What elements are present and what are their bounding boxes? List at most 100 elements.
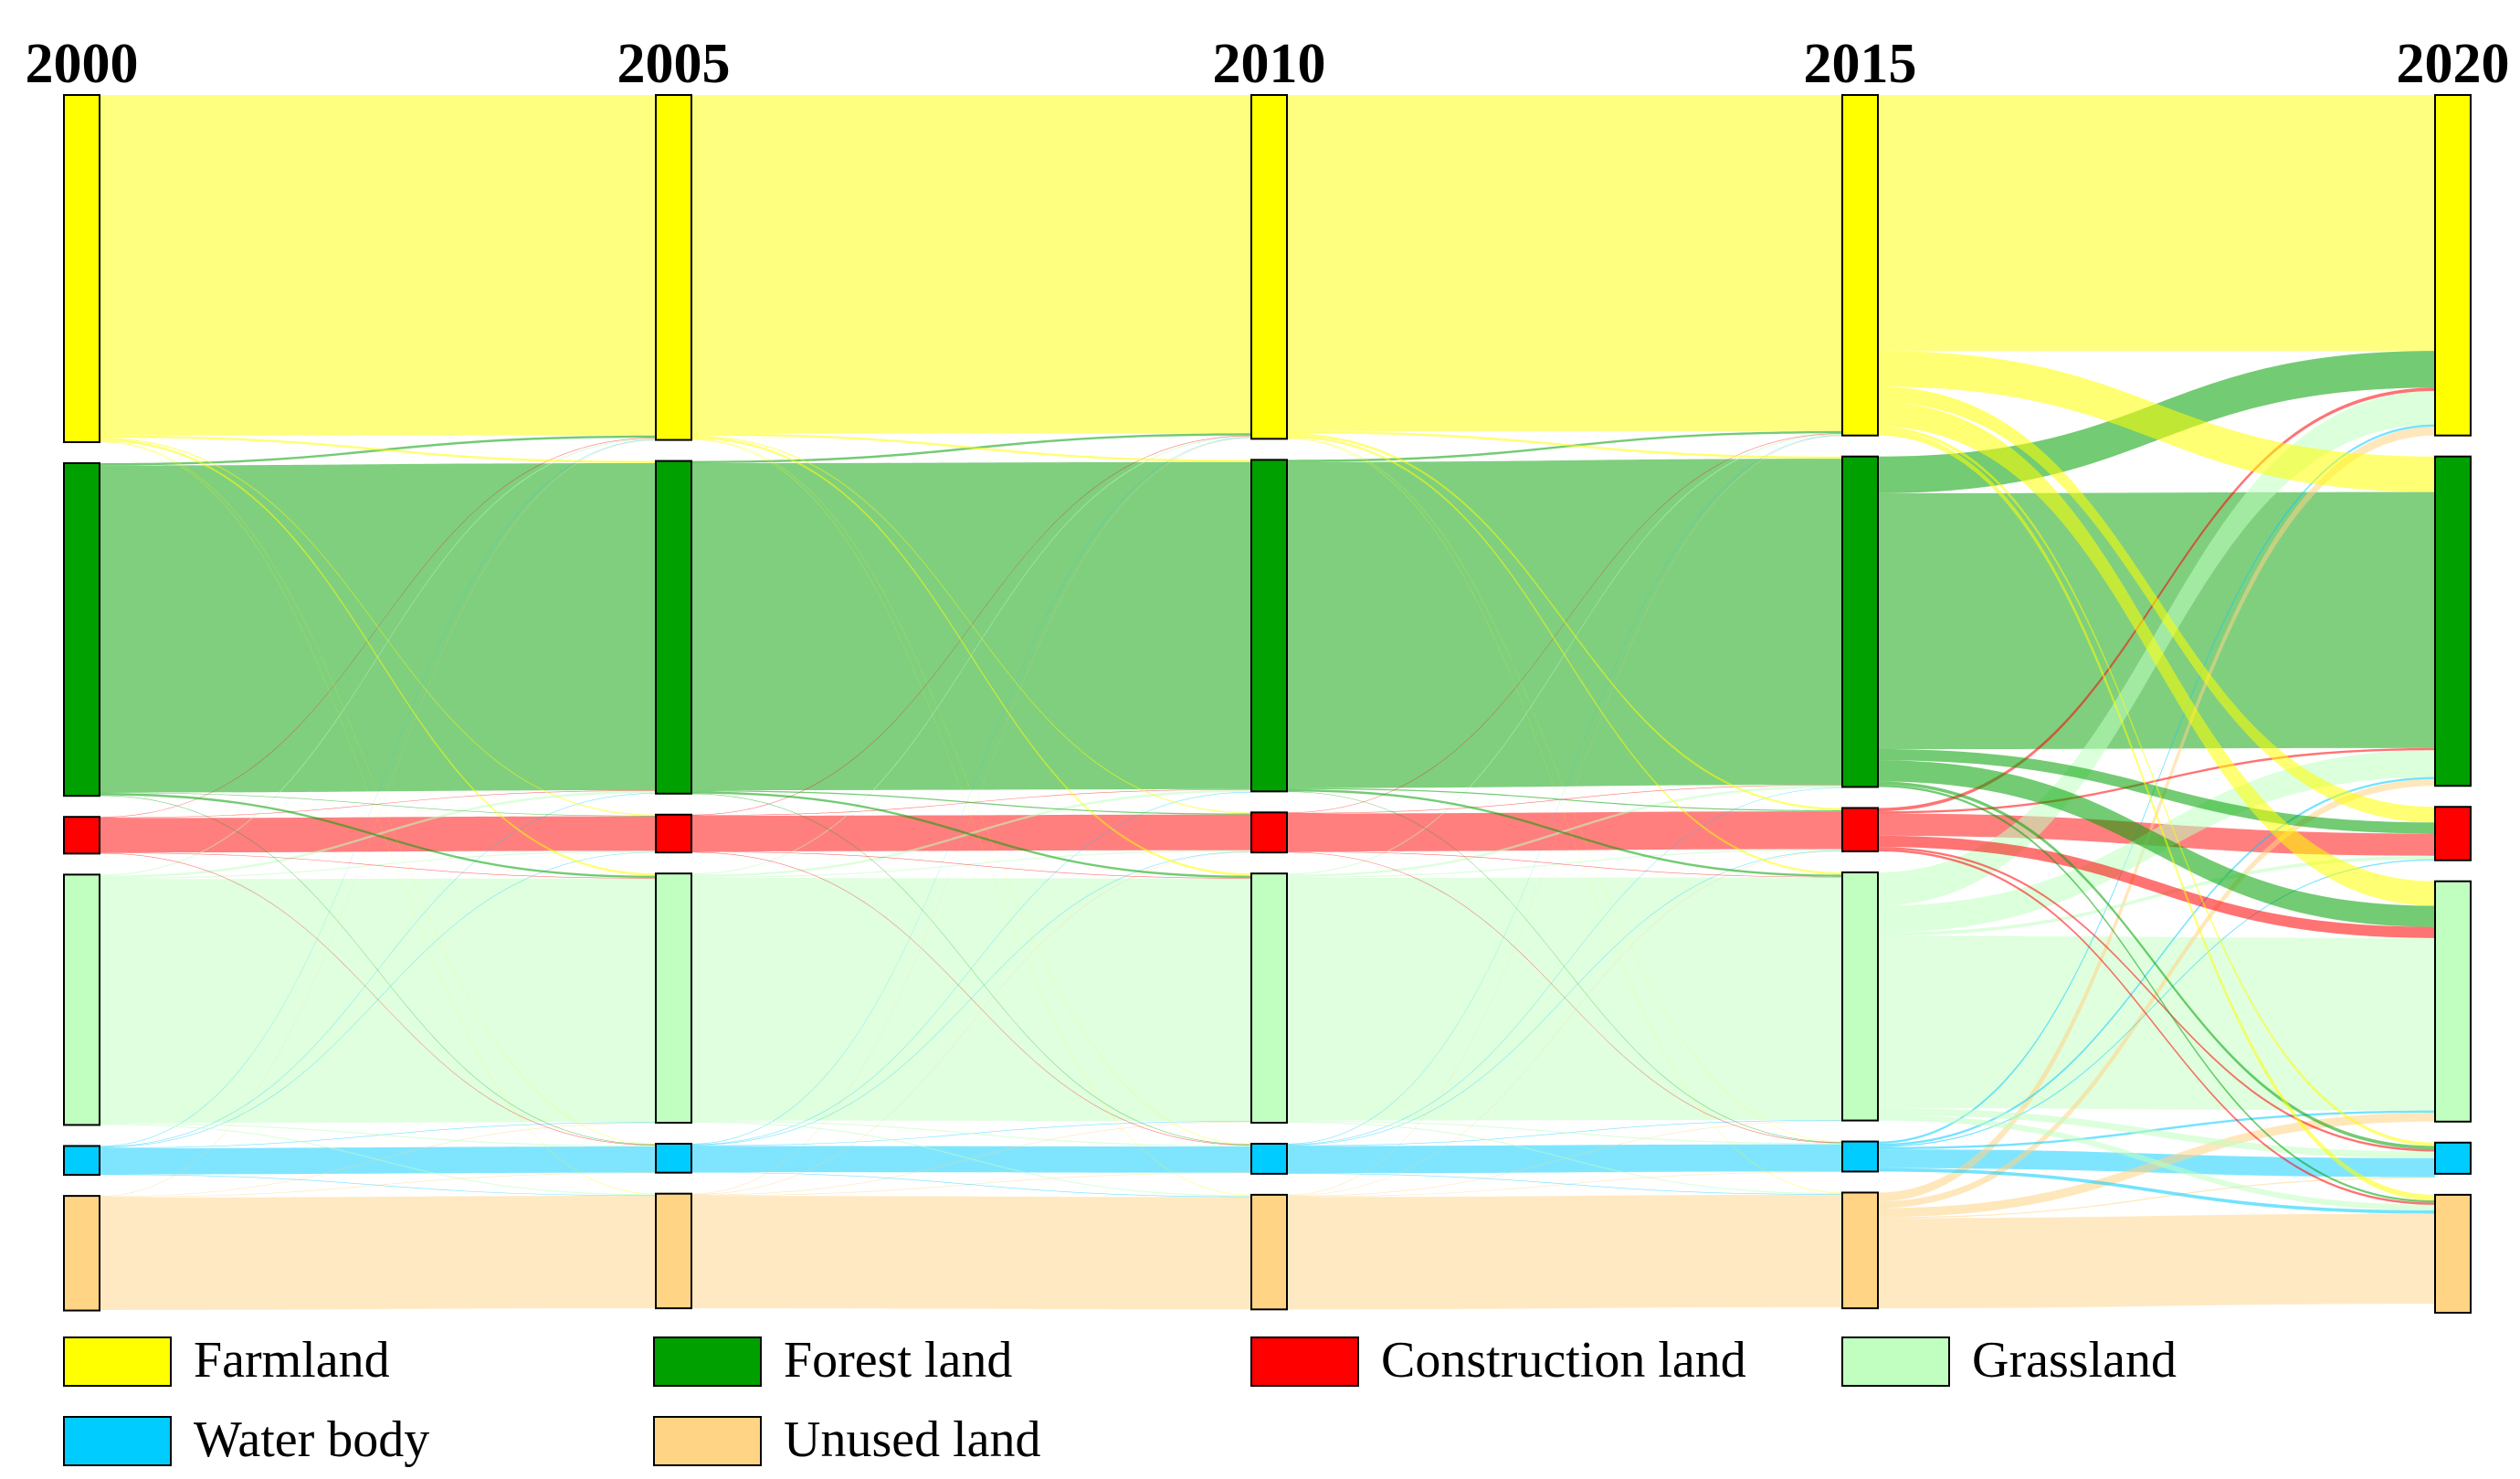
year-label: 2010 [1213, 33, 1326, 95]
flow [1287, 433, 1842, 810]
legend-label: Unused land [784, 1411, 1041, 1468]
flow [1287, 1120, 1842, 1145]
flow [1287, 430, 1842, 460]
legend-swatch [1250, 1336, 1359, 1387]
node [1250, 94, 1288, 440]
flow [691, 791, 1251, 879]
flow [1287, 438, 1842, 1194]
node [2434, 94, 2472, 437]
flow [1878, 760, 2435, 927]
flow [100, 790, 656, 879]
node [1250, 1143, 1288, 1175]
flow [691, 850, 1251, 879]
flow [1287, 791, 1842, 1143]
flow [1287, 849, 1842, 879]
flow [1287, 787, 1842, 812]
year-label: 2020 [2397, 33, 2510, 95]
node [655, 94, 692, 441]
legend-label: Grassland [1972, 1332, 2177, 1389]
flow [691, 435, 1251, 816]
flow [1878, 491, 2435, 750]
legend-swatch [63, 1336, 172, 1387]
flow [100, 435, 656, 466]
flow [100, 852, 656, 879]
flow [691, 461, 1251, 791]
flow [1287, 1173, 1842, 1195]
flow [1878, 426, 2435, 1146]
flow [100, 850, 656, 880]
flow [1878, 351, 2435, 492]
flow [1878, 785, 2435, 1203]
flow [100, 441, 656, 1195]
flow [1878, 859, 2435, 1147]
flow [1878, 429, 2435, 1200]
flow [691, 851, 1251, 1146]
flow [1878, 855, 2435, 936]
flow [1287, 877, 1842, 1121]
flow [691, 433, 1251, 462]
flow [100, 1123, 656, 1147]
flow [1287, 850, 1842, 1197]
flow [1878, 1213, 2435, 1309]
node [63, 462, 100, 798]
flow [1878, 386, 2435, 823]
flow [1878, 747, 2435, 814]
flow [691, 438, 1251, 1145]
flow [691, 435, 1251, 814]
flow [100, 1124, 656, 1196]
flow [1287, 433, 1842, 813]
flow [1878, 781, 2435, 1150]
flow [1287, 435, 1842, 875]
node [655, 813, 692, 854]
flow [100, 439, 656, 1197]
legend-label: Water body [194, 1411, 429, 1468]
node [63, 873, 100, 1126]
flow [1287, 435, 1842, 1196]
flow [100, 851, 656, 1148]
flow [1878, 1177, 2435, 1219]
flow [691, 1120, 1251, 1147]
flow [691, 793, 1251, 1146]
flow [1878, 1115, 2435, 1210]
flow [1878, 402, 2435, 906]
flow [100, 795, 656, 1146]
flow [691, 790, 1251, 815]
year-label: 2005 [617, 33, 731, 95]
flow [691, 437, 1251, 1145]
node [1841, 1140, 1879, 1173]
flow [1878, 95, 2435, 352]
node [655, 872, 692, 1125]
flow [691, 436, 1251, 876]
node [655, 1143, 692, 1174]
year-label: 2000 [26, 33, 139, 95]
flow [1287, 785, 1842, 877]
year-label: 2015 [1804, 33, 1917, 95]
flow [100, 790, 656, 819]
legend-label: Farmland [194, 1332, 390, 1389]
flow [100, 852, 656, 1146]
flow [1287, 1121, 1842, 1195]
flow [1287, 438, 1842, 1143]
legend-swatch [653, 1416, 762, 1466]
flow [1287, 1194, 1842, 1310]
node [2434, 806, 2472, 861]
flow [1878, 776, 2435, 1146]
node [63, 1195, 100, 1312]
flow [100, 1174, 656, 1197]
flow [100, 463, 656, 793]
flow [691, 789, 1251, 877]
legend-swatch [63, 1416, 172, 1466]
flow [1878, 424, 2435, 1145]
legend-swatch [1841, 1336, 1950, 1387]
node [2434, 1193, 2472, 1314]
node [1250, 872, 1288, 1125]
node [1841, 94, 1879, 437]
flow [691, 851, 1251, 1195]
flow [100, 438, 656, 816]
flow [100, 792, 656, 817]
flow [691, 1121, 1251, 1197]
legend-label: Construction land [1381, 1332, 1746, 1389]
flow [1287, 430, 1842, 462]
flow [691, 1172, 1251, 1198]
flow [100, 438, 656, 876]
